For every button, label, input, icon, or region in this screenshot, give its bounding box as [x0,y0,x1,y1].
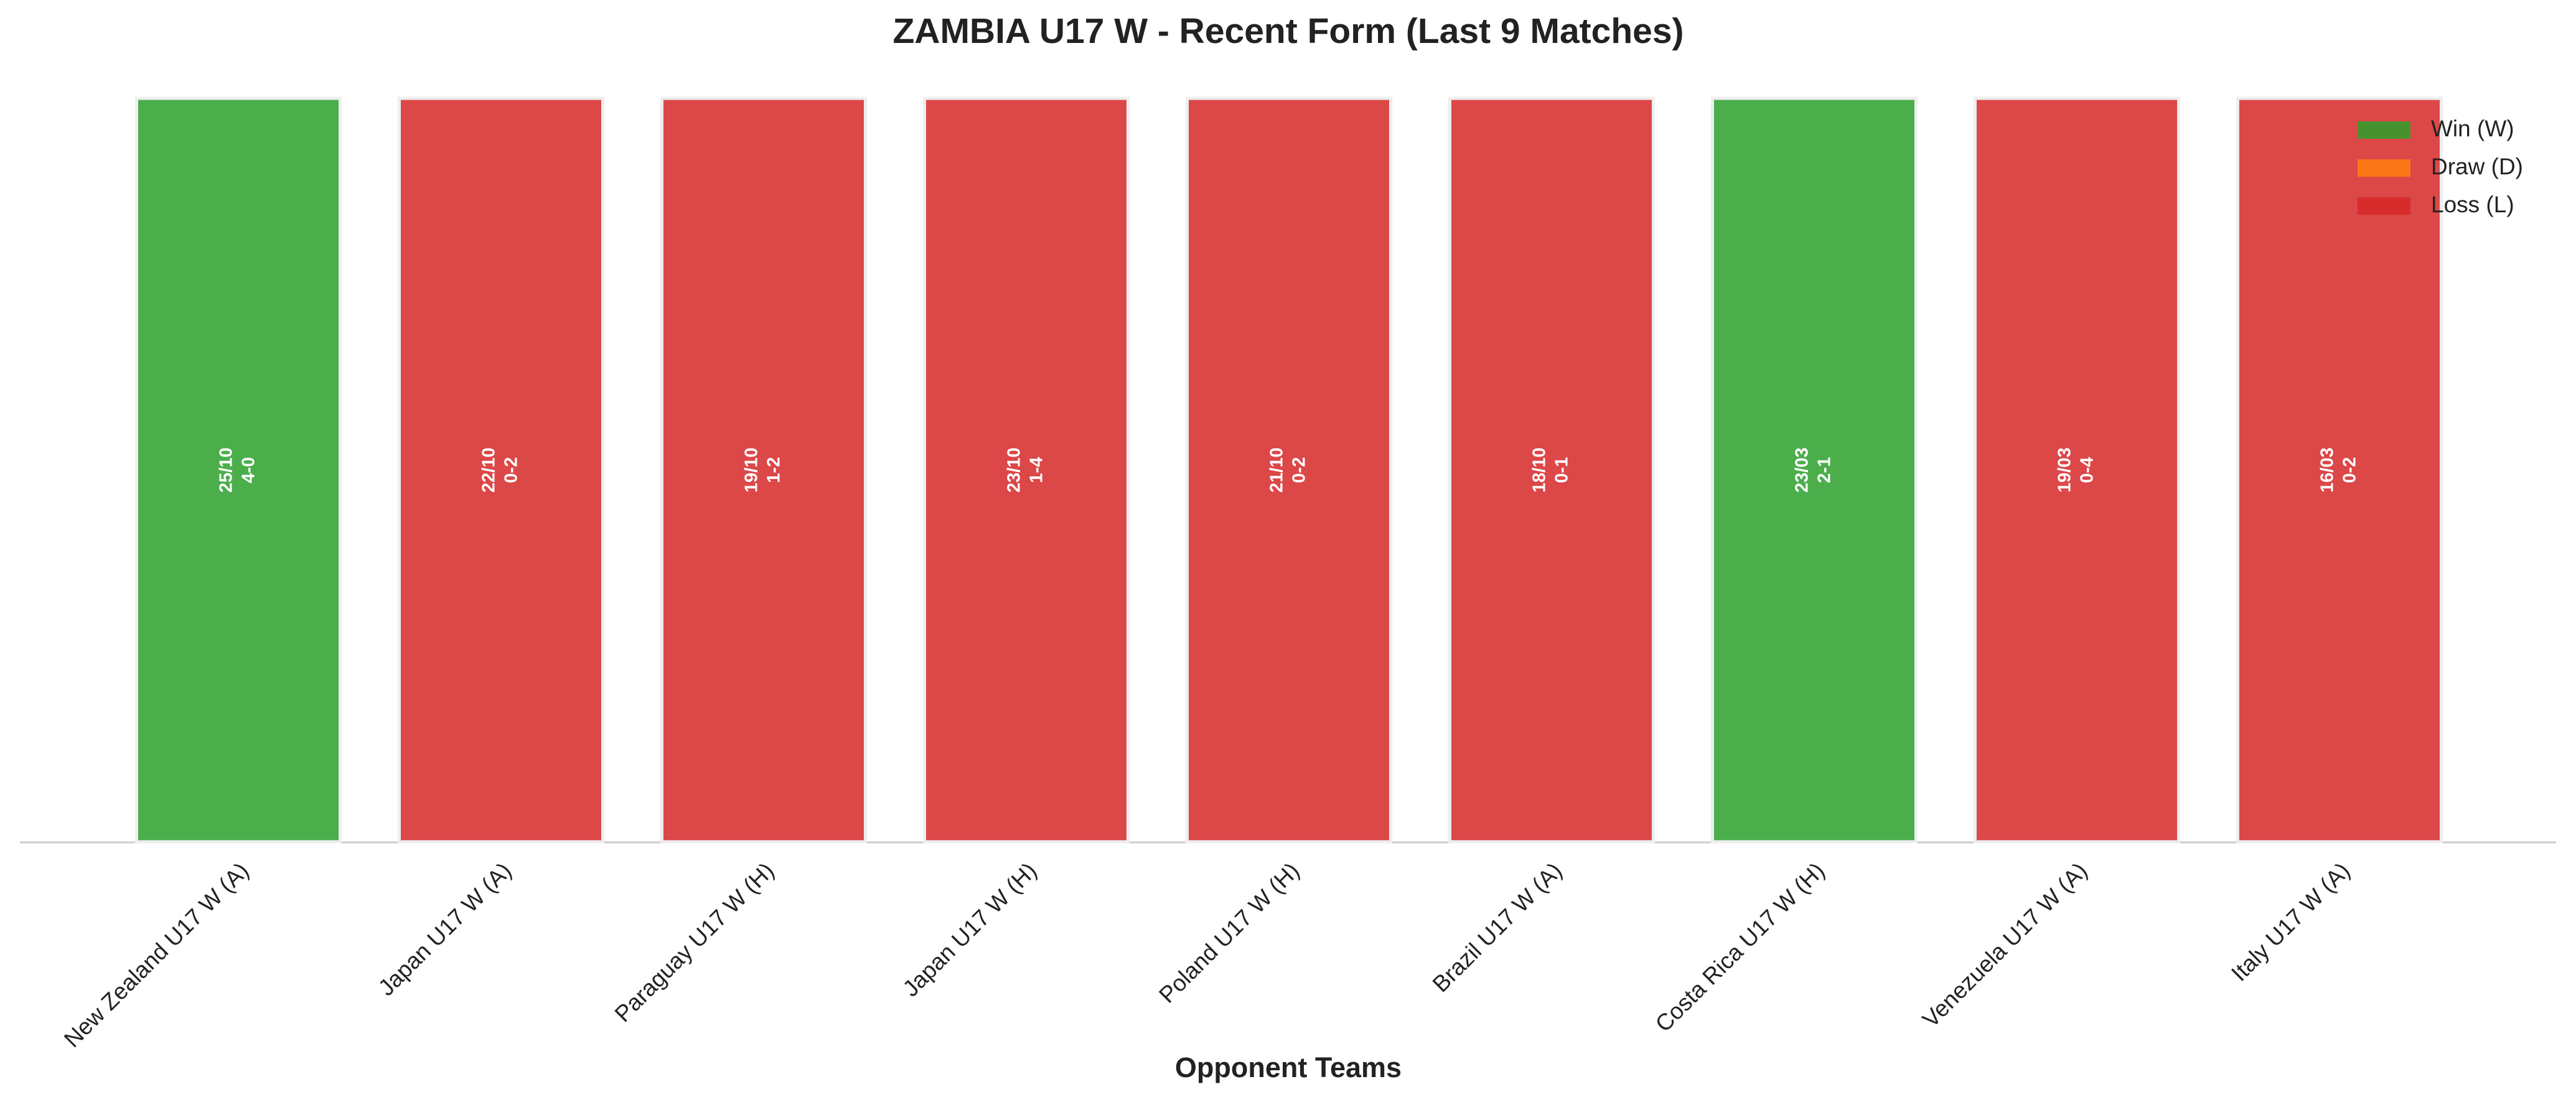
legend-label: Draw (D) [2431,154,2523,179]
bar-date-label: 21/10 [1267,448,1287,493]
bar-score-label: 1-4 [1027,457,1047,483]
bar-score-label: 2-1 [1815,457,1835,483]
bar-date-label: 25/10 [217,448,237,493]
x-tick-label: Japan U17 W (A) [373,858,517,1001]
bar-score-label: 0-2 [2340,457,2360,483]
legend-label: Win (W) [2431,116,2514,141]
x-tick-label: Japan U17 W (H) [897,858,1041,1002]
x-tick-label: Italy U17 W (A) [2226,858,2354,986]
x-tick-label: New Zealand U17 W (A) [59,858,254,1053]
bar [1974,97,2180,844]
bar [1711,97,1918,844]
x-tick-label: Costa Rica U17 W (H) [1651,858,1830,1037]
legend-swatch [2358,197,2410,215]
bar-date-label: 23/10 [1005,448,1024,493]
bar [135,97,342,844]
bar [1186,97,1392,844]
bar [1448,97,1655,844]
bar-date-label: 18/10 [1530,448,1550,493]
bar-score-label: 0-2 [502,457,522,483]
bar [2236,97,2443,844]
bar [923,97,1130,844]
bar-date-label: 19/10 [742,448,762,493]
legend-swatch [2358,159,2410,177]
bar-date-label: 16/03 [2318,448,2338,493]
bar-date-label: 23/03 [1792,448,1812,493]
x-tick-label: Venezuela U17 W (A) [1918,858,2092,1033]
bar-score-label: 0-2 [1290,457,1309,483]
x-axis-label: Opponent Teams [1175,1052,1402,1083]
bar-date-label: 22/10 [479,448,499,493]
chart-title: ZAMBIA U17 W - Recent Form (Last 9 Match… [892,11,1684,51]
x-tick-label: Paraguay U17 W (H) [610,858,779,1027]
bar-score-label: 4-0 [239,457,259,483]
bar-date-label: 19/03 [2055,448,2075,493]
bar-score-label: 1-2 [764,457,784,483]
x-tick-label: Poland U17 W (H) [1154,858,1304,1008]
legend-swatch [2358,121,2410,139]
bar-score-label: 0-4 [2077,457,2097,483]
bar-score-label: 0-1 [1552,457,1572,483]
bar [660,97,867,844]
legend-label: Loss (L) [2431,192,2514,217]
bar [398,97,604,844]
x-tick-label: Brazil U17 W (A) [1428,858,1567,997]
